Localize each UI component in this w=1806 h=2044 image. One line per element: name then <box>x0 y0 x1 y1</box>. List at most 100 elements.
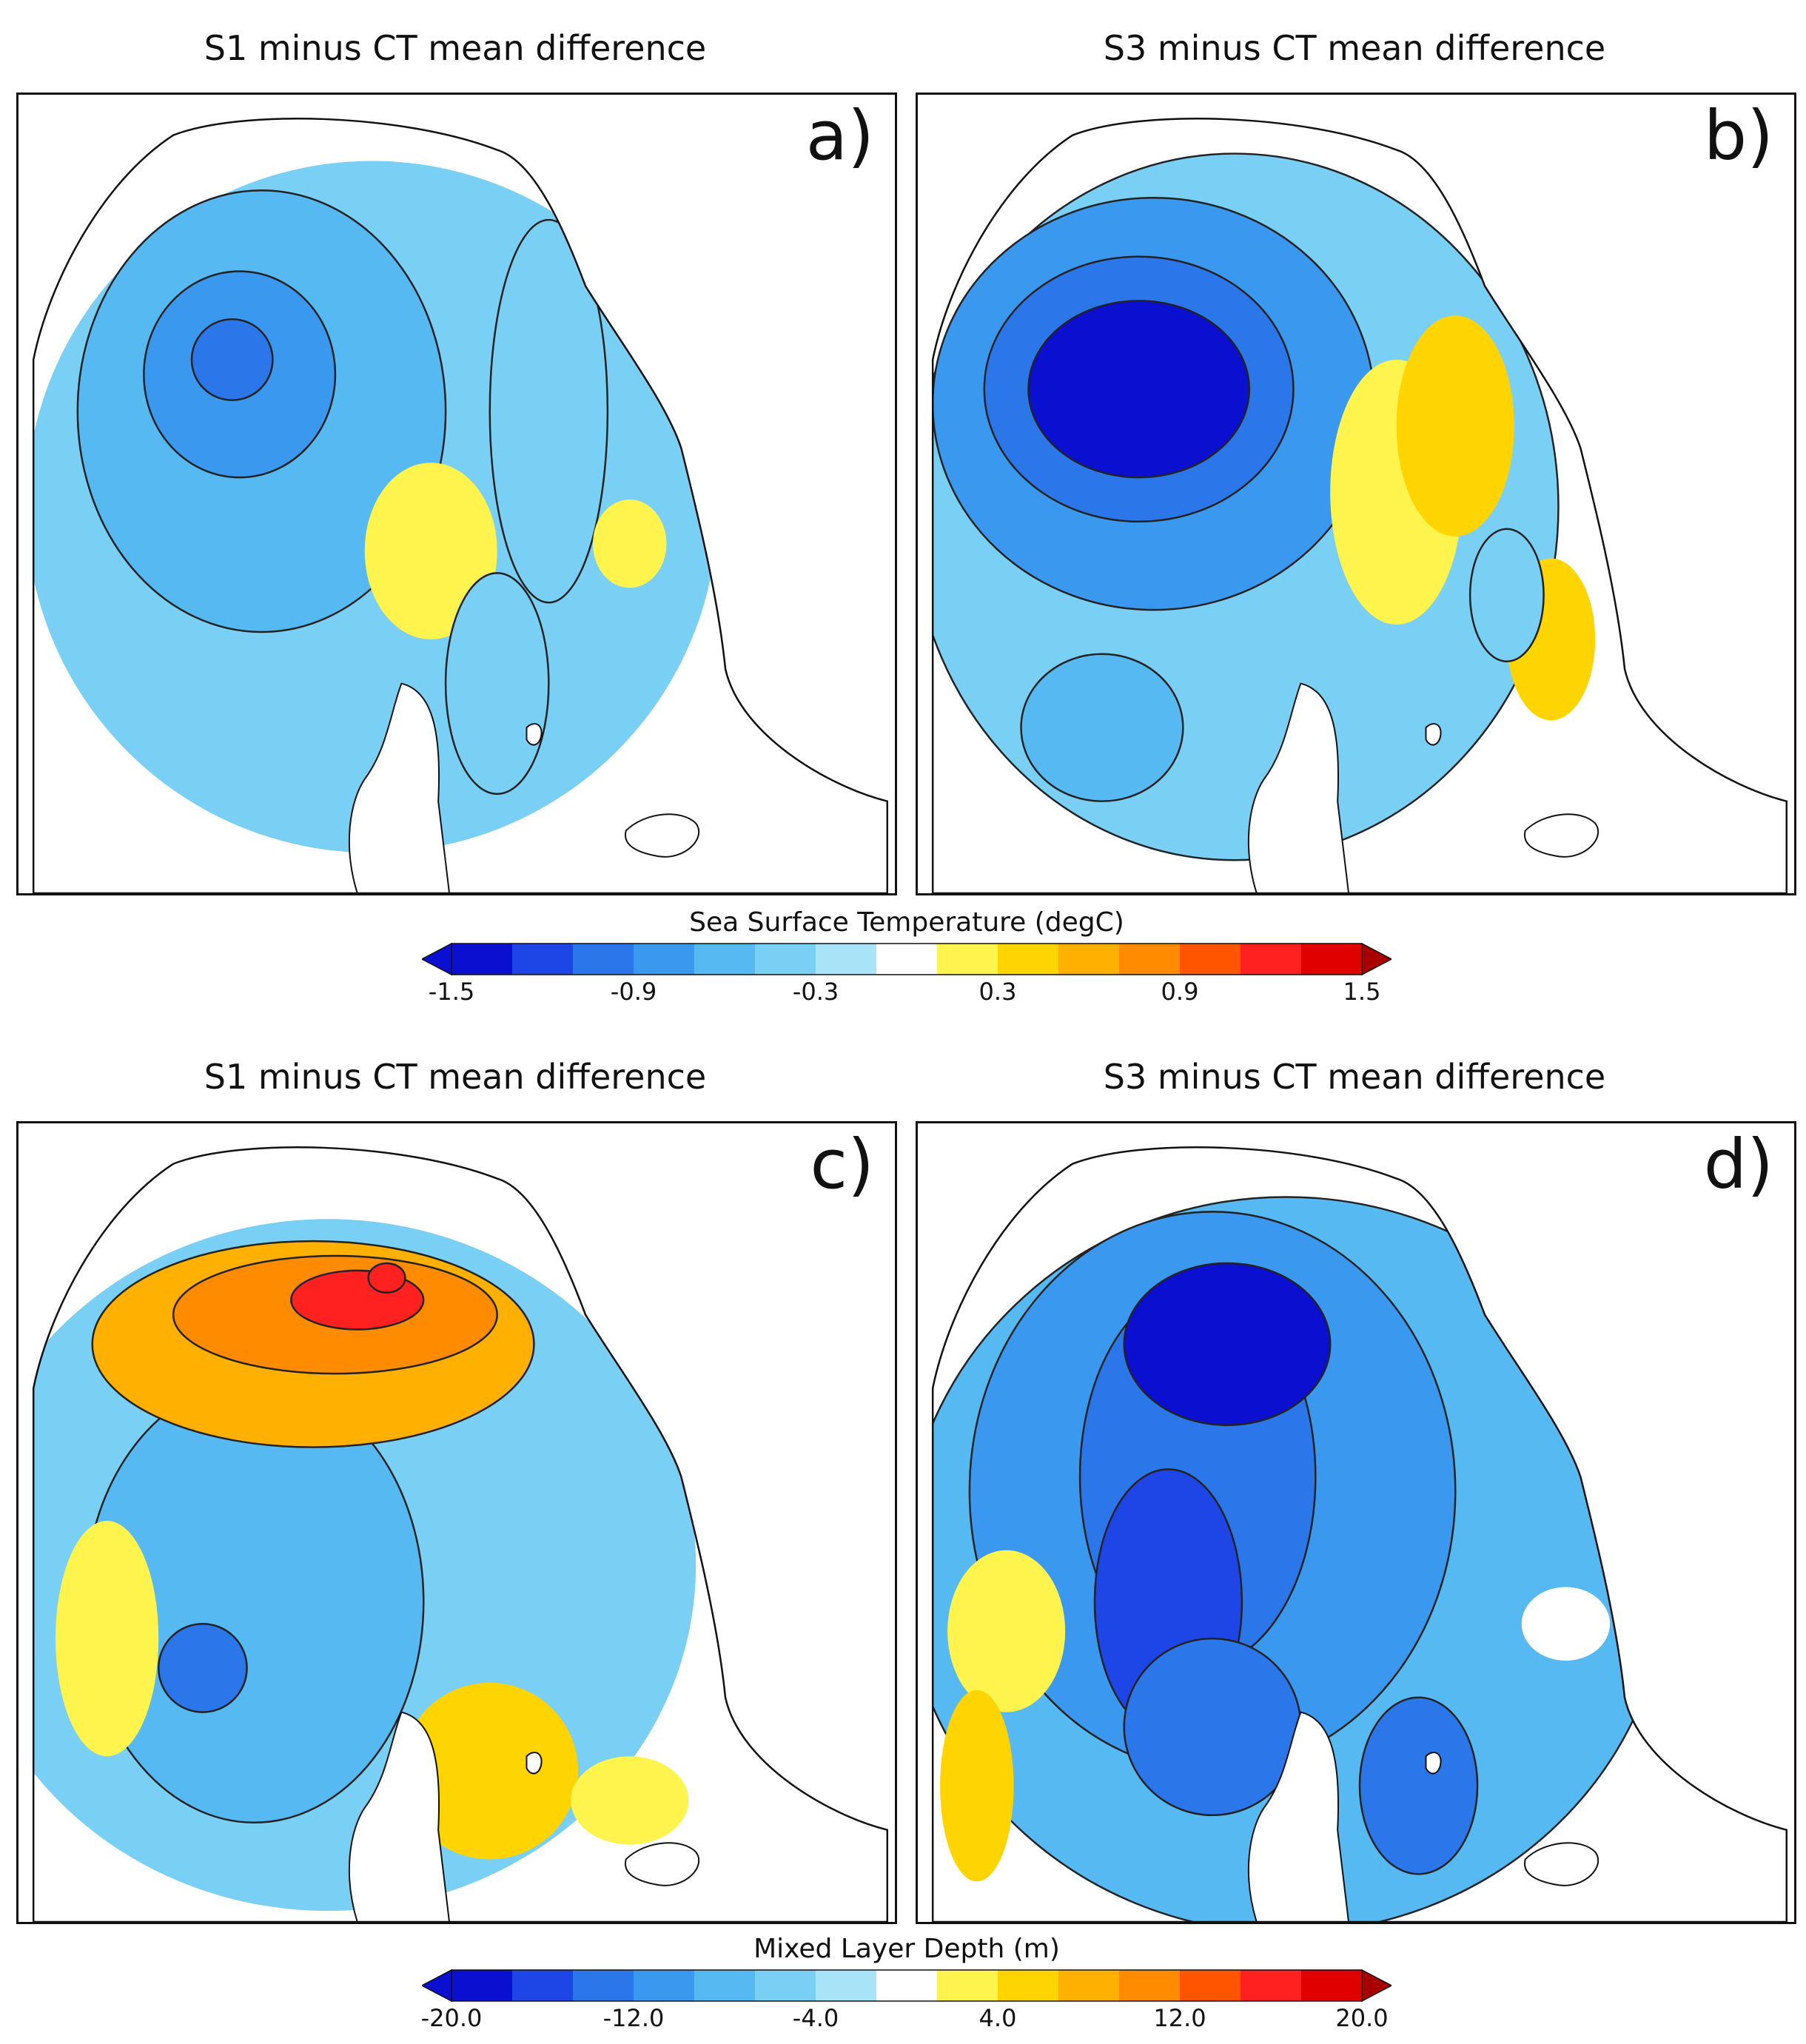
mld-colorbar-swatches <box>422 1969 1392 2003</box>
coastline <box>931 118 1788 893</box>
colorbar-swatch-6 <box>816 1970 877 2001</box>
panel-b-label: b) <box>1703 96 1773 175</box>
sea-field <box>33 1147 887 1922</box>
field-contour-8 <box>940 1690 1014 1882</box>
colorbar-swatch-11 <box>1119 1970 1181 2001</box>
colorbar-swatch-5 <box>755 944 816 975</box>
colorbar-swatch-0 <box>452 944 513 975</box>
colorbar-swatch-4 <box>694 1970 756 2001</box>
colorbar-tick-label: -0.9 <box>610 978 657 1006</box>
sst-colorbar-swatches <box>422 942 1392 976</box>
field-contour-5 <box>1123 1637 1302 1817</box>
colorbar-tick-label: 0.3 <box>978 978 1017 1006</box>
colorbar-tick-label: 0.9 <box>1161 978 1199 1006</box>
colorbar-tick-label: 12.0 <box>1153 2004 1206 2032</box>
field-contour-7 <box>1468 528 1545 662</box>
field-contour-5 <box>489 218 609 604</box>
sst-colorbar: Sea Surface Temperature (degC) -1.5 -0.9 -… <box>422 907 1392 1018</box>
panel-c-title: S1 minus CT mean difference <box>204 1057 707 1097</box>
panel-d: d) <box>916 1121 1796 1924</box>
colorbar-swatch-10 <box>1058 1970 1120 2001</box>
island-south-east <box>624 1842 700 1886</box>
corsica-land <box>1247 1711 1350 1922</box>
colorbar-swatch-9 <box>998 944 1059 975</box>
panel-c-label: c) <box>810 1125 874 1204</box>
colorbar-swatch-7 <box>876 1970 938 2001</box>
field-contour-5 <box>1396 315 1514 537</box>
panel-c: c) <box>16 1121 897 1924</box>
field-contour-8 <box>571 1756 689 1845</box>
field-contour-3 <box>1027 300 1251 479</box>
panel-a-title: S1 minus CT mean difference <box>204 28 707 68</box>
colorbar-swatch-9 <box>998 1970 1059 2001</box>
panel-b-title: S3 minus CT mean difference <box>1103 28 1606 68</box>
field-contour-3 <box>190 318 274 401</box>
colorbar-swatch-14 <box>1301 1970 1363 2001</box>
colorbar-tick-label: 4.0 <box>978 2004 1017 2032</box>
colorbar-min-arrow <box>422 1969 452 2003</box>
colorbar-tick-label: 1.5 <box>1343 978 1381 1006</box>
field-contour-9 <box>1521 1587 1611 1661</box>
colorbar-swatch-2 <box>573 944 634 975</box>
mld-colorbar: Mixed Layer Depth (m) -20.0 -12.0 -4.0 4.0 1… <box>420 1933 1392 2044</box>
colorbar-swatch-5 <box>755 1970 816 2001</box>
island-south-east <box>624 813 700 858</box>
field-contour-2 <box>157 1622 248 1713</box>
colorbar-swatch-0 <box>452 1970 513 2001</box>
colorbar-tick-label: 20.0 <box>1335 2004 1389 2032</box>
field-contour-6 <box>1358 1696 1479 1875</box>
panel-a-map <box>32 118 889 893</box>
coastline <box>931 1146 1788 1922</box>
colorbar-swatch-13 <box>1241 944 1302 975</box>
panel-a-label: a) <box>805 96 874 175</box>
coastline <box>32 118 889 893</box>
colorbar-swatch-13 <box>1241 1970 1302 2001</box>
colorbar-swatch-12 <box>1180 1970 1241 2001</box>
field-contour-4 <box>364 463 497 639</box>
colorbar-tick-label: -4.0 <box>792 2004 839 2032</box>
panel-d-label: d) <box>1703 1125 1773 1204</box>
panel-c-map <box>32 1146 889 1922</box>
sea-field <box>33 118 887 893</box>
colorbar-swatch-7 <box>876 944 938 975</box>
island-small <box>1425 723 1442 746</box>
panel-b: b) <box>916 93 1796 895</box>
sea-field <box>933 1147 1787 1922</box>
corsica-land <box>348 682 451 893</box>
colorbar-swatch-2 <box>573 1970 634 2001</box>
island-small <box>526 723 543 746</box>
colorbar-max-arrow <box>1361 942 1392 976</box>
colorbar-tick-label: -12.0 <box>602 2004 665 2032</box>
corsica-land <box>348 1711 451 1922</box>
sst-colorbar-title: Sea Surface Temperature (degC) <box>689 907 1124 938</box>
colorbar-swatch-1 <box>512 944 574 975</box>
colorbar-min-arrow <box>422 942 452 976</box>
colorbar-tick-label: -0.3 <box>792 978 839 1006</box>
field-contour-6 <box>444 572 550 795</box>
colorbar-swatch-1 <box>512 1970 574 2001</box>
panel-d-map <box>931 1146 1788 1922</box>
island-south-east <box>1523 813 1599 858</box>
island-small <box>526 1752 543 1775</box>
field-contour-7 <box>947 1550 1066 1712</box>
colorbar-swatch-4 <box>694 944 756 975</box>
island-south-east <box>1523 1842 1599 1886</box>
colorbar-swatch-6 <box>816 944 877 975</box>
colorbar-max-arrow <box>1361 1969 1392 2003</box>
colorbar-tick-label: -20.0 <box>420 2004 483 2032</box>
colorbar-swatch-3 <box>634 944 695 975</box>
field-contour-3 <box>1123 1262 1332 1426</box>
field-contour-7 <box>401 1682 579 1860</box>
panel-d-title: S3 minus CT mean difference <box>1103 1057 1606 1097</box>
field-contour-9 <box>56 1521 159 1757</box>
colorbar-swatch-8 <box>937 944 998 975</box>
colorbar-tick-label: -1.5 <box>428 978 475 1006</box>
colorbar-swatch-14 <box>1301 944 1363 975</box>
corsica-land <box>1247 682 1350 893</box>
mld-colorbar-title: Mixed Layer Depth (m) <box>753 1934 1060 1964</box>
panel-b-map <box>931 118 1788 893</box>
panel-a: a) <box>16 93 897 895</box>
sea-field <box>933 118 1787 893</box>
colorbar-swatch-10 <box>1058 944 1120 975</box>
field-contour-6 <box>367 1262 406 1294</box>
